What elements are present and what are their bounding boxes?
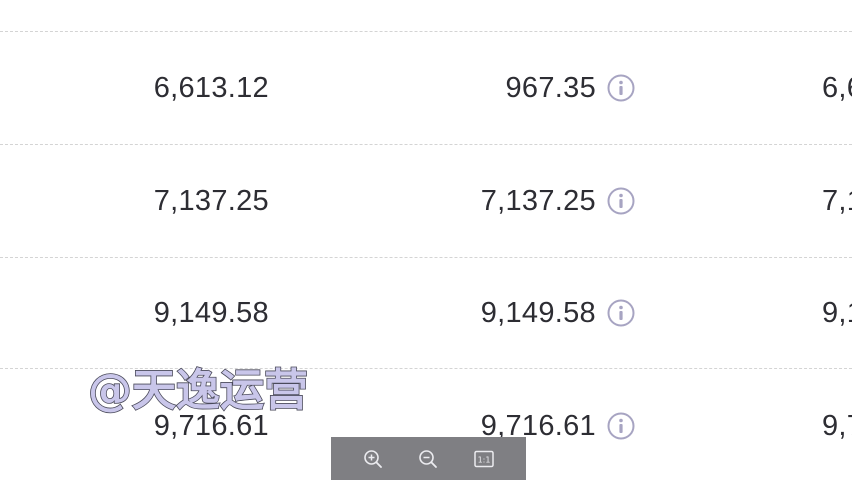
zoom-out-icon bbox=[419, 449, 438, 468]
table-cell-amount-truncated: 9,1 bbox=[822, 297, 852, 329]
viewer-toolbar: 1:1 bbox=[331, 437, 526, 480]
info-icon[interactable] bbox=[607, 187, 635, 215]
row-divider bbox=[0, 257, 852, 258]
actual-size-button[interactable]: 1:1 bbox=[469, 444, 499, 474]
table-cell-amount: 9,149.58 bbox=[153, 297, 269, 329]
info-icon[interactable] bbox=[607, 412, 635, 440]
zoom-out-button[interactable] bbox=[413, 444, 443, 474]
table-cell-amount: 967.35 bbox=[505, 72, 596, 104]
actual-size-icon: 1:1 bbox=[474, 450, 494, 467]
watermark-text: @天逸运营 bbox=[88, 365, 308, 416]
row-divider bbox=[0, 31, 852, 32]
table-cell-amount-truncated: 6,6 bbox=[822, 72, 852, 104]
table-cell-amount-truncated: 9,7 bbox=[822, 410, 852, 442]
actual-size-label: 1:1 bbox=[478, 455, 491, 464]
info-icon[interactable] bbox=[607, 74, 635, 102]
table-cell-amount: 9,716.61 bbox=[480, 410, 596, 442]
row-divider bbox=[0, 368, 852, 369]
zoom-in-button[interactable] bbox=[358, 444, 388, 474]
table-cell-amount: 9,149.58 bbox=[480, 297, 596, 329]
table-cell-amount: 7,137.25 bbox=[153, 185, 269, 217]
table-cell-amount-truncated: 7,1 bbox=[822, 185, 852, 217]
zoom-in-icon bbox=[364, 449, 382, 468]
table-cell-amount: 7,137.25 bbox=[480, 185, 596, 217]
table-cell-amount: 9,716.61 bbox=[153, 410, 269, 442]
row-divider bbox=[0, 144, 852, 145]
table-cell-amount: 6,613.12 bbox=[153, 72, 269, 104]
watermark: @天逸运营 bbox=[87, 364, 309, 416]
info-icon[interactable] bbox=[607, 299, 635, 327]
